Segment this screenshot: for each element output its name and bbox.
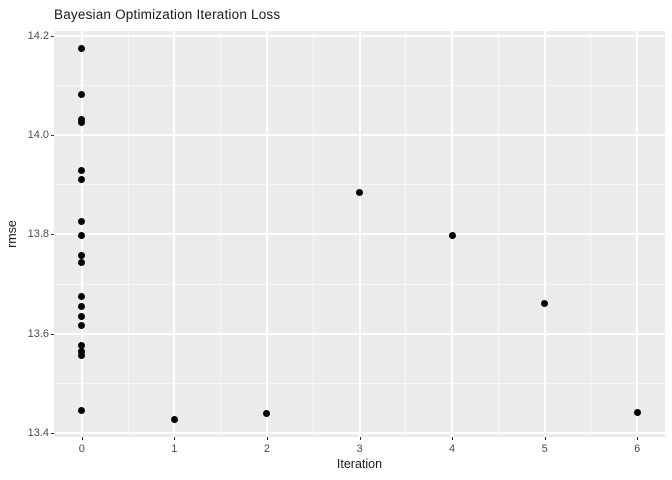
gridline-x-major <box>173 31 176 437</box>
plot-title: Bayesian Optimization Iteration Loss <box>54 7 281 22</box>
y-tick-mark <box>51 333 54 335</box>
x-tick-mark <box>359 437 361 440</box>
y-tick-label: 13.4 <box>27 427 49 440</box>
data-point <box>78 342 86 350</box>
y-tick-label: 13.8 <box>27 228 49 241</box>
data-point <box>170 415 178 423</box>
data-point <box>78 292 86 300</box>
x-tick-mark <box>266 437 268 440</box>
data-point <box>78 352 86 360</box>
x-tick-mark <box>452 437 454 440</box>
data-point <box>78 90 86 98</box>
y-axis-title: rmse <box>5 220 19 248</box>
x-tick-mark <box>174 437 176 440</box>
data-point <box>78 258 86 266</box>
y-tick-mark <box>51 234 54 236</box>
x-tick-label: 5 <box>541 443 548 455</box>
x-tick-mark <box>81 437 83 440</box>
data-point <box>448 232 456 240</box>
gridline-x-major <box>358 31 361 437</box>
plot-panel <box>54 31 665 437</box>
y-tick-mark <box>51 35 54 37</box>
data-point <box>78 252 86 260</box>
data-point <box>78 232 86 240</box>
data-point <box>633 409 641 417</box>
y-tick-mark <box>51 135 54 137</box>
x-tick-label: 2 <box>263 443 270 455</box>
y-tick-mark <box>51 433 54 435</box>
data-point <box>541 299 549 307</box>
data-point <box>356 189 363 197</box>
data-point <box>263 409 271 417</box>
gridline-x-major <box>265 31 268 437</box>
x-tick-label: 6 <box>634 443 641 455</box>
y-tick-label: 13.6 <box>27 327 49 340</box>
data-point <box>78 218 86 226</box>
data-point <box>78 347 86 355</box>
y-tick-label: 14.2 <box>27 29 49 42</box>
data-point <box>78 167 86 175</box>
data-point <box>78 45 86 53</box>
data-point <box>78 302 86 310</box>
x-tick-label: 0 <box>78 443 85 455</box>
data-point <box>78 406 86 414</box>
x-tick-label: 1 <box>171 443 178 455</box>
gridline-x-major <box>543 31 546 437</box>
y-tick-label: 14.0 <box>27 129 49 142</box>
x-axis-title: Iteration <box>336 457 383 471</box>
x-tick-label: 3 <box>356 443 363 455</box>
x-tick-mark <box>544 437 546 440</box>
data-point <box>78 175 86 183</box>
x-tick-label: 4 <box>449 443 456 455</box>
x-tick-mark <box>637 437 639 440</box>
data-point <box>78 321 86 329</box>
gridline-x-major <box>636 31 639 437</box>
data-point <box>78 118 86 126</box>
data-point <box>78 312 86 320</box>
